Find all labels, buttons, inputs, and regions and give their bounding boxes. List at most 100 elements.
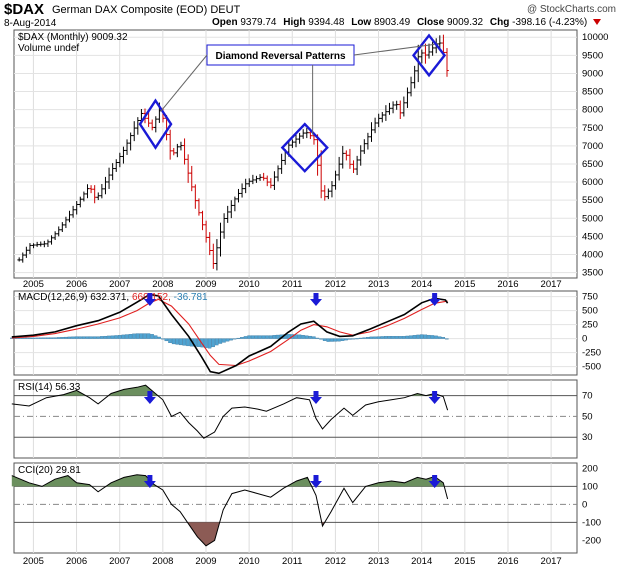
macd-histogram-bar	[304, 335, 309, 339]
macd-histogram-bar	[146, 333, 151, 339]
price-bar	[322, 185, 327, 201]
macd-histogram-bar	[35, 337, 39, 339]
arrow-shaft	[147, 391, 153, 397]
macd-histogram-bar	[427, 334, 431, 339]
y-tick-label: -250	[582, 348, 601, 359]
macd-histogram-bar	[401, 336, 406, 339]
down-arrow-icon	[309, 475, 322, 488]
price-bar	[204, 220, 208, 243]
macd-histogram-bar	[398, 336, 402, 339]
price-bar	[82, 191, 86, 202]
macd-histogram-bar	[168, 338, 172, 344]
price-bar	[445, 48, 449, 77]
panel-frame	[13, 462, 578, 554]
down-arrow-icon	[428, 391, 441, 404]
price-bar	[391, 101, 395, 114]
panel-frame	[13, 29, 578, 279]
macd-histogram-bar	[441, 337, 446, 339]
low-value: 8903.49	[374, 17, 411, 28]
macd-histogram-bar	[99, 336, 104, 339]
x-tick-label: 2010	[239, 556, 260, 567]
price-bar	[175, 143, 180, 158]
macd-legend: MACD(12,26,9) 632.371, 669.152, -36.781	[18, 292, 208, 303]
macd-histogram-bar	[60, 337, 64, 339]
macd-histogram-bar	[373, 336, 377, 339]
price-bar	[207, 232, 212, 256]
down-arrow-icon	[143, 475, 156, 488]
arrow-shaft	[147, 475, 153, 481]
quote-summary: Open 9379.74 High 9394.48 Low 8903.49 Cl…	[208, 17, 601, 28]
macd-histogram-bar	[387, 336, 392, 339]
macd-histogram-bar	[250, 335, 255, 339]
price-bar	[189, 165, 194, 192]
price-bar	[348, 148, 352, 169]
y-tick-label: 0	[582, 334, 587, 345]
macd-histogram-bar	[128, 334, 133, 339]
price-bar	[64, 216, 68, 229]
price-bar	[179, 141, 183, 151]
price-bar	[398, 100, 403, 119]
macd-histogram-bar	[215, 338, 219, 346]
macd-histogram-bar	[42, 337, 46, 339]
price-bar	[366, 132, 370, 150]
down-arrow-icon	[428, 475, 441, 488]
price-bar	[186, 154, 190, 183]
macd-histogram-bar	[333, 338, 338, 342]
macd-histogram-bar	[272, 335, 277, 339]
macd-histogram-bar	[322, 338, 327, 341]
macd-histogram-bar	[49, 337, 54, 339]
price-bar	[254, 175, 259, 183]
price-bar	[211, 243, 216, 269]
x-tick-label: 2011	[282, 556, 302, 567]
price-bar	[423, 43, 428, 64]
price-bar	[200, 210, 205, 231]
price-bar	[276, 165, 280, 182]
y-tick-label: 30	[582, 432, 593, 443]
macd-histogram-bar	[121, 334, 126, 339]
macd-histogram-bar	[125, 334, 129, 339]
macd-histogram-bar	[254, 335, 259, 339]
open-label: Open	[212, 17, 238, 28]
annotation-text: Diamond Reversal Patterns	[215, 51, 345, 62]
x-tick-label: 2016	[497, 556, 518, 567]
down-arrow-icon	[309, 293, 322, 306]
price-bar	[304, 128, 309, 139]
arrow-shaft	[432, 293, 438, 299]
price-bar	[49, 235, 54, 245]
macd-histogram-bar	[434, 335, 438, 339]
macd-histogram-bar	[312, 336, 316, 339]
price-bar	[74, 201, 79, 215]
price-bar	[103, 176, 108, 195]
price-bar	[42, 240, 47, 248]
down-arrow-icon	[143, 293, 156, 306]
macd-histogram-bar	[92, 336, 97, 339]
x-tick-label: 2013	[368, 279, 389, 290]
panel-frame	[13, 290, 578, 376]
x-tick-label: 2005	[23, 556, 44, 567]
macd-histogram-bar	[366, 337, 370, 339]
macd-histogram-bar	[46, 337, 50, 339]
price-bar	[100, 184, 104, 199]
credit: @ StockCharts.com	[526, 4, 616, 15]
price-bar	[85, 184, 90, 199]
price-bar	[272, 171, 277, 190]
price-bar	[251, 174, 255, 185]
chart-header: $DAX German DAX Composite (EOD) DEUT 8-A…	[0, 0, 624, 30]
macd-histogram-bar	[243, 336, 248, 339]
annotation-leader	[160, 54, 208, 112]
price-bar	[326, 188, 331, 200]
arrow-head	[143, 481, 156, 488]
y-tick-label: 250	[582, 320, 598, 331]
macd-histogram-bar	[207, 338, 212, 349]
x-tick-label: 2015	[454, 556, 475, 567]
macd-histogram-bar	[232, 338, 237, 340]
price-bar	[297, 132, 302, 144]
y-tick-label: 3500	[582, 268, 603, 279]
cci-overbought-fill	[11, 474, 448, 487]
macd-histogram-bar	[297, 334, 302, 339]
price-bar	[247, 178, 252, 187]
macd-histogram-bar	[186, 338, 190, 347]
price-bar	[56, 226, 61, 237]
price-bar	[146, 111, 151, 127]
price-bar	[315, 134, 320, 176]
